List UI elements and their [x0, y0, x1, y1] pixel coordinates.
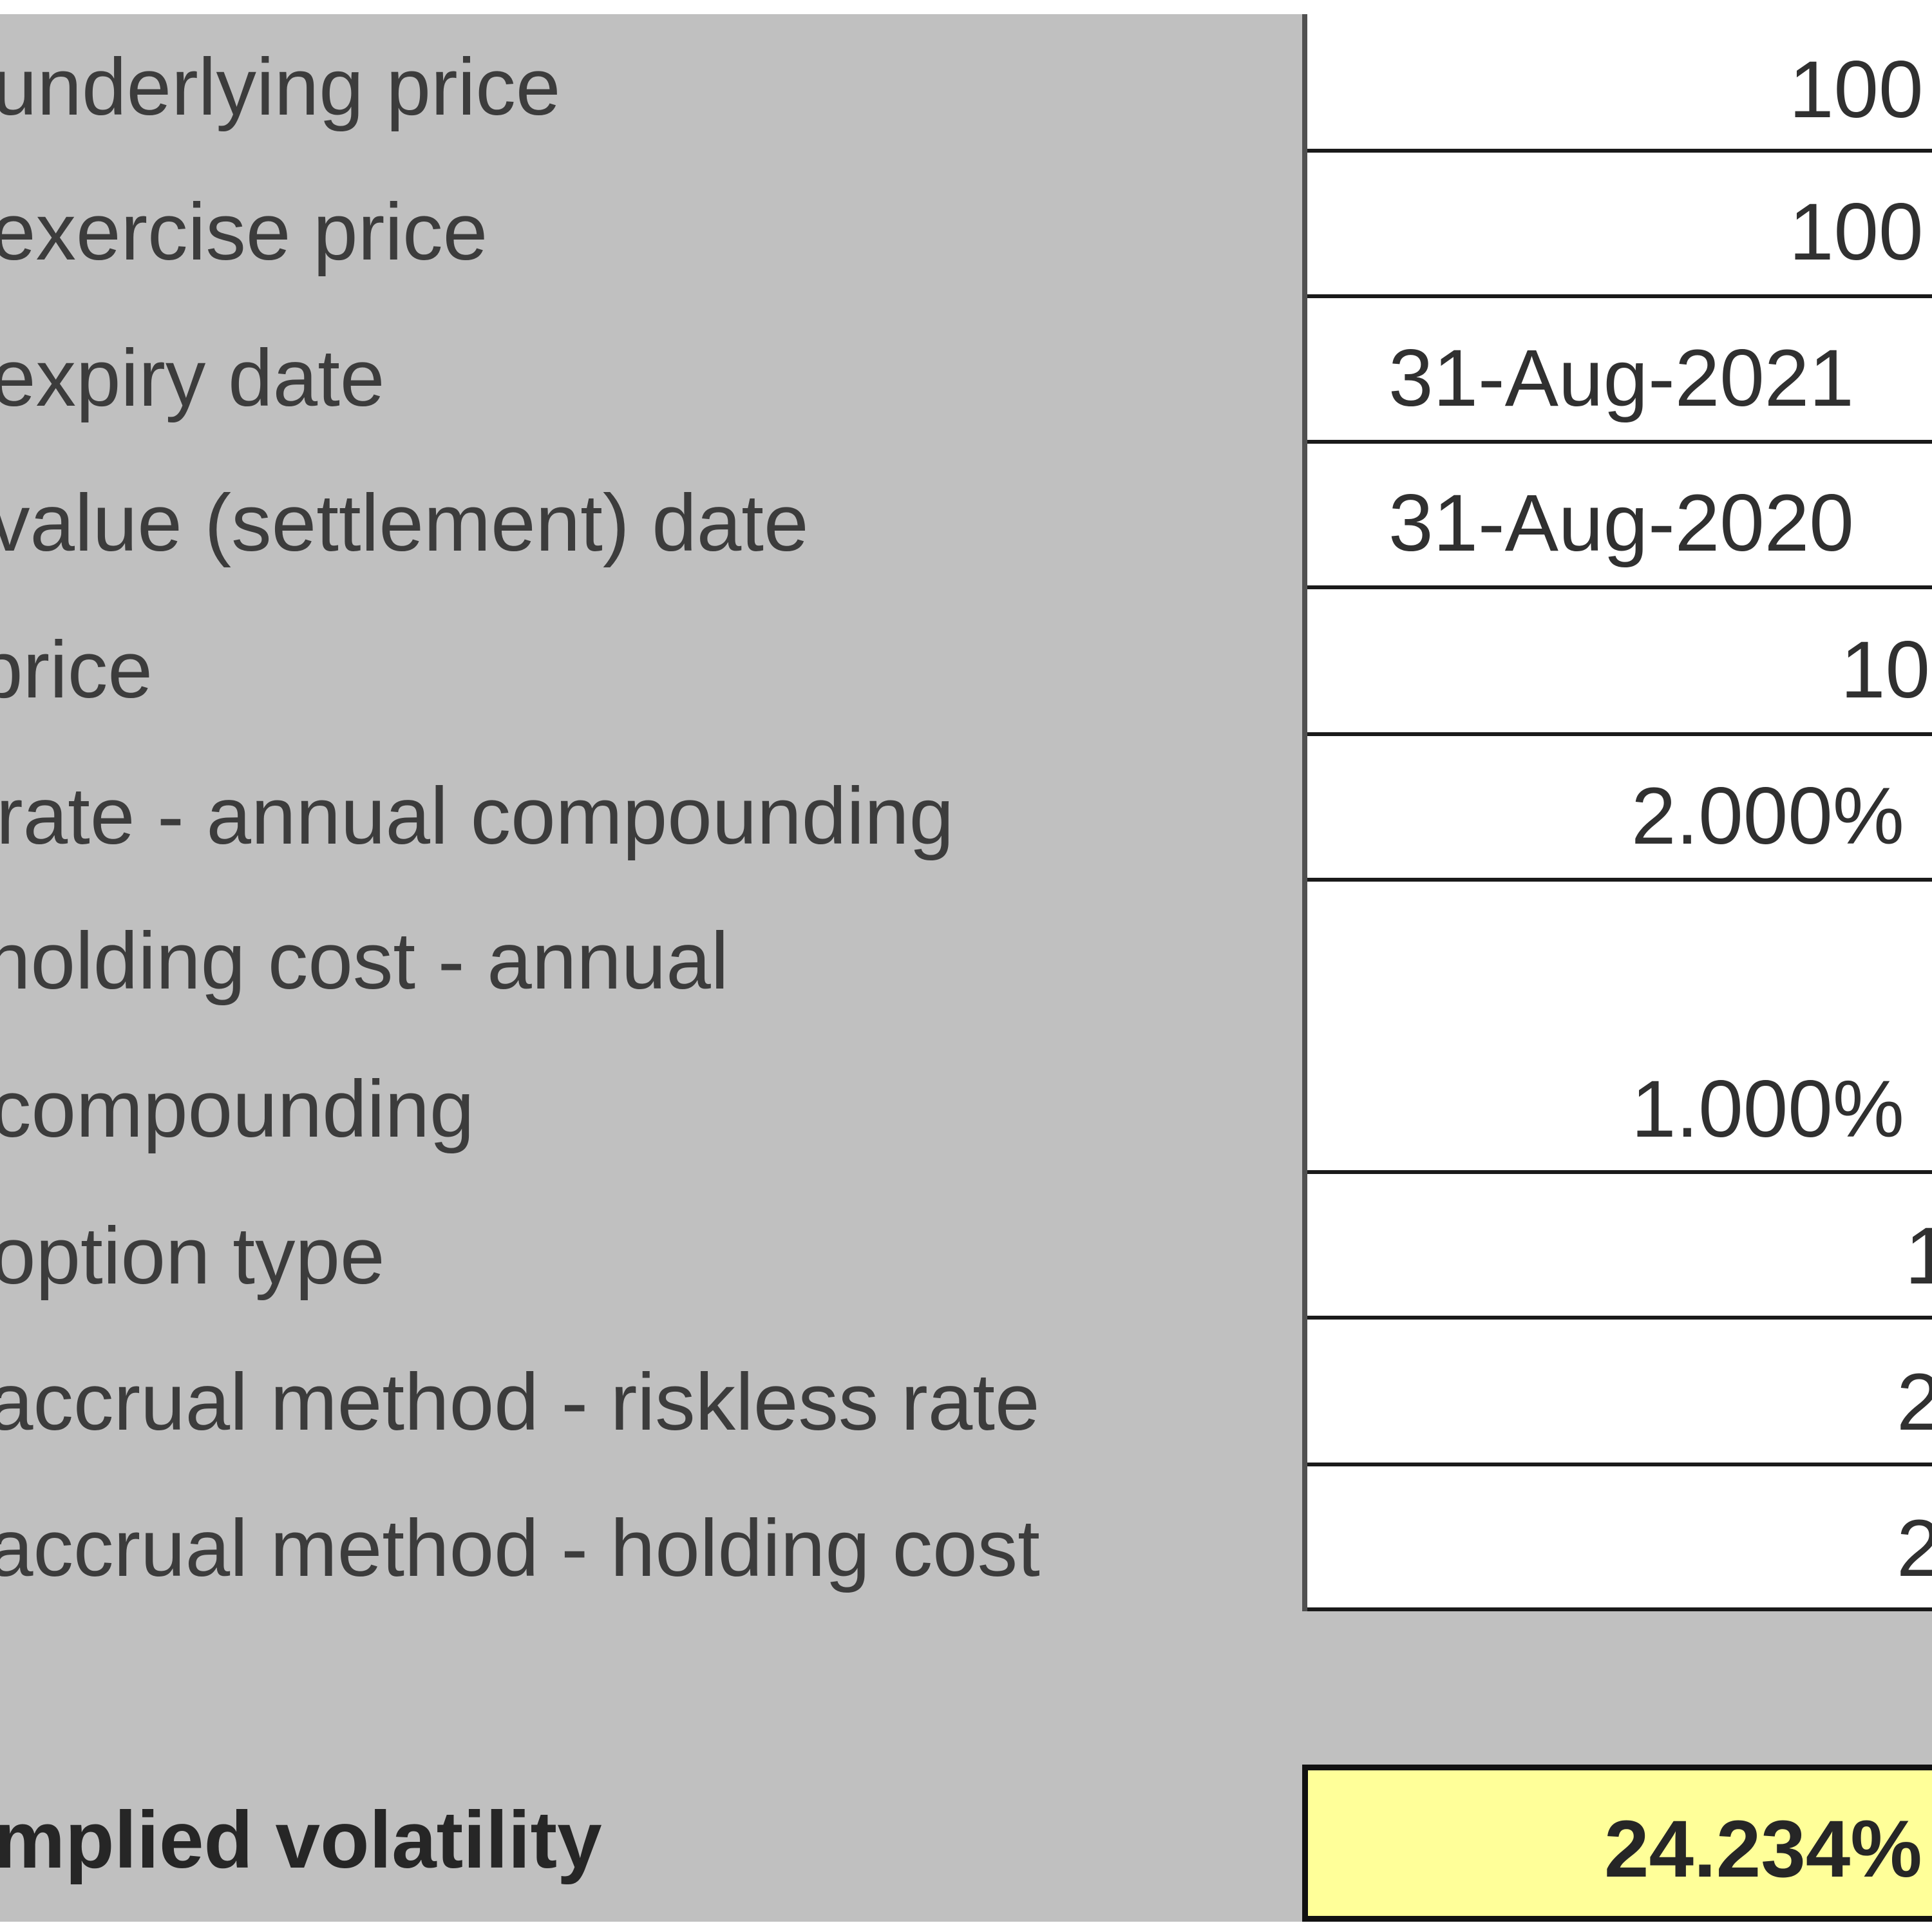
value-accrual-riskless-rate: 2 — [1897, 1358, 1932, 1447]
cell-accrual-riskless-rate[interactable]: 2 — [1307, 1320, 1932, 1466]
cell-underlying-price[interactable]: 100 — [1307, 14, 1932, 153]
column-divider — [1302, 14, 1307, 1611]
label-underlying-price: underlying price — [0, 43, 561, 132]
value-holding-cost: 1.000% — [1631, 1065, 1904, 1154]
value-option-type: 1 — [1905, 1211, 1932, 1301]
cell-holding-cost[interactable]: 1.000% — [1307, 882, 1932, 1174]
label-exercise-price: exercise price — [0, 187, 488, 277]
value-settlement-date: 31-Aug-2020 — [1388, 478, 1854, 568]
value-price: 10 — [1841, 625, 1931, 715]
label-implied-volatility: mplied volatility — [0, 1795, 602, 1885]
cell-accrual-holding-cost[interactable]: 2 — [1307, 1466, 1932, 1611]
value-underlying-price: 100 — [1789, 45, 1924, 135]
cell-value-settlement-date[interactable]: 31-Aug-2020 — [1307, 444, 1932, 589]
label-holding-cost-line1: holding cost - annual — [0, 916, 729, 1006]
value-accrual-holding-cost: 2 — [1897, 1504, 1932, 1593]
cell-expiry-date[interactable]: 31-Aug-2021 — [1307, 298, 1932, 444]
value-expiry-date: 31-Aug-2021 — [1388, 334, 1854, 423]
label-accrual-riskless-rate: accrual method - riskless rate — [0, 1358, 1040, 1447]
value-implied-volatility: 24.234% — [1604, 1804, 1922, 1894]
cell-option-type[interactable]: 1 — [1307, 1174, 1932, 1320]
label-expiry-date: expiry date — [0, 334, 385, 423]
cell-implied-volatility[interactable]: 24.234% — [1302, 1765, 1932, 1922]
value-exercise-price: 100 — [1789, 187, 1924, 277]
label-option-type: option type — [0, 1211, 385, 1301]
cell-rate-annual-compounding[interactable]: 2.000% — [1307, 736, 1932, 882]
cell-exercise-price[interactable]: 100 — [1307, 153, 1932, 298]
cell-price[interactable]: 10 — [1307, 589, 1932, 736]
label-price: price — [0, 625, 153, 715]
label-rate-annual-compounding: rate - annual compounding — [0, 772, 954, 861]
label-accrual-holding-cost: accrual method - holding cost — [0, 1504, 1040, 1593]
label-holding-cost-line2: compounding — [0, 1065, 475, 1154]
label-value-settlement-date: value (settlement) date — [0, 478, 809, 568]
value-rate-annual-compounding: 2.000% — [1631, 772, 1904, 861]
